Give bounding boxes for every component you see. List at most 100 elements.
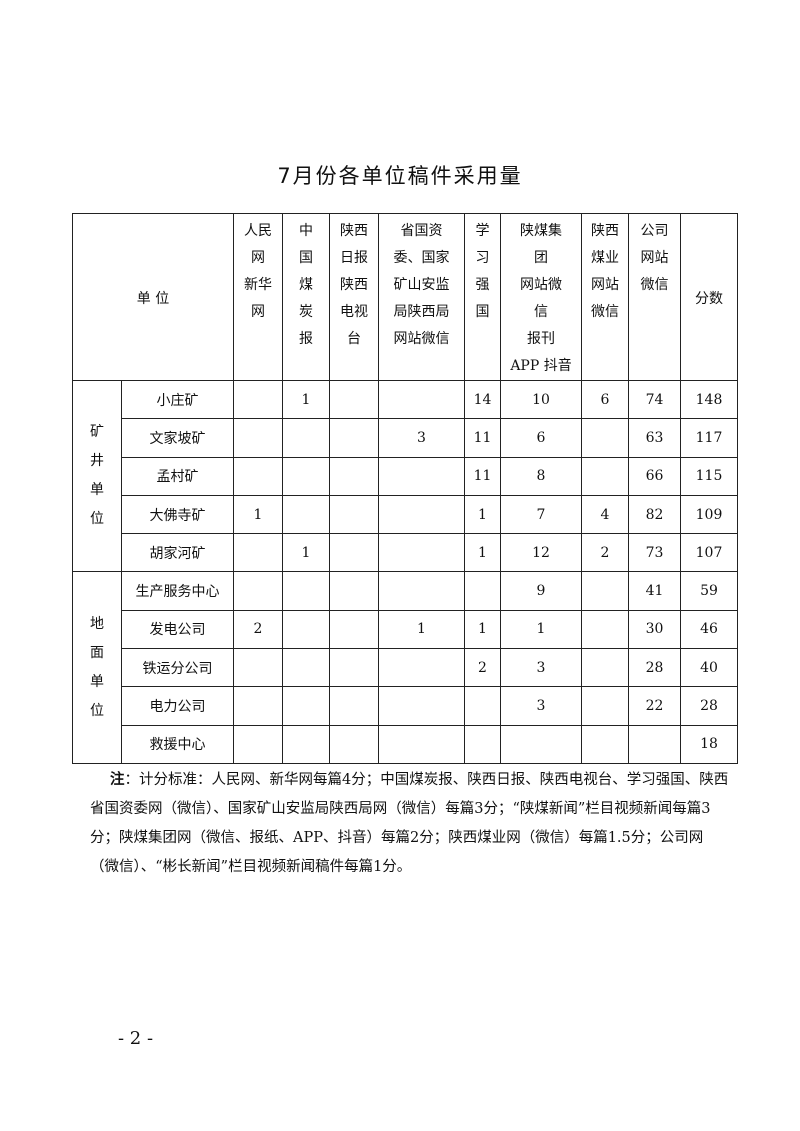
count-cell — [378, 724, 466, 764]
table-row: 文家坡矿 3 11 6 63 117 — [73, 418, 739, 458]
table-row: 救援中心 18 — [73, 724, 739, 764]
group-label-char: 位 — [90, 511, 104, 528]
count-cell — [378, 648, 466, 688]
group-label-char: 井 — [90, 453, 104, 470]
column-header-line: 网站微信 — [393, 331, 450, 347]
column-header: 学习强国 — [464, 213, 502, 381]
table-row: 电力公司 3 22 28 — [73, 686, 739, 726]
note-label: 注 — [110, 772, 125, 788]
group-label-char: 单 — [90, 673, 104, 690]
count-cell — [329, 418, 380, 458]
column-header-line: 习 — [475, 250, 490, 266]
count-cell: 63 — [628, 418, 682, 458]
count-cell — [378, 379, 466, 420]
column-header-line: 陕煤集 — [520, 223, 563, 239]
count-cell — [233, 724, 284, 764]
count-cell: 1 — [282, 379, 331, 420]
count-cell: 4 — [581, 494, 630, 535]
column-header-line: 中 — [299, 223, 314, 239]
column-header-line: 日报 — [340, 250, 369, 266]
count-cell — [282, 609, 331, 650]
count-cell: 2 — [464, 648, 502, 688]
count-cell: 11 — [464, 456, 502, 496]
table-row: 发电公司 2 1 1 1 30 46 — [73, 609, 739, 650]
column-header-line: 新华 — [244, 277, 273, 293]
count-cell — [282, 418, 331, 458]
unit-name: 胡家河矿 — [120, 533, 235, 573]
count-cell — [329, 686, 380, 726]
table-row: 胡家河矿 1 1 12 2 73 107 — [73, 533, 739, 573]
count-cell — [378, 571, 466, 611]
score-cell: 109 — [680, 494, 739, 535]
count-cell — [282, 456, 331, 496]
group-label-char: 矿 — [90, 424, 104, 441]
count-cell — [581, 418, 630, 458]
unit-name: 发电公司 — [120, 609, 235, 650]
score-cell: 107 — [680, 533, 739, 573]
count-cell: 8 — [500, 456, 583, 496]
column-header-line: 炭 — [299, 304, 314, 320]
count-cell — [628, 724, 682, 764]
score-cell: 40 — [680, 648, 739, 688]
count-cell — [329, 456, 380, 496]
count-cell: 1 — [464, 609, 502, 650]
count-cell: 2 — [233, 609, 284, 650]
column-header-line: 学 — [475, 223, 490, 239]
score-header: 分数 — [680, 213, 739, 381]
count-cell: 1 — [464, 494, 502, 535]
table-row: 矿井单位小庄矿 1 14 10 6 74 148 — [72, 379, 739, 573]
count-cell — [233, 418, 284, 458]
count-cell: 2 — [581, 533, 630, 573]
unit-name: 小庄矿 — [120, 379, 235, 420]
count-cell: 3 — [500, 648, 583, 688]
unit-name: 生产服务中心 — [120, 571, 235, 611]
column-header-line: 信 — [534, 304, 549, 320]
count-cell — [378, 456, 466, 496]
count-cell — [329, 724, 380, 764]
score-cell: 148 — [680, 379, 739, 420]
count-cell — [464, 686, 502, 726]
count-cell: 28 — [628, 648, 682, 688]
column-header-line: 网站微 — [520, 277, 563, 293]
count-cell — [464, 724, 502, 764]
column-header-line: 台 — [347, 331, 362, 347]
column-header-line: 报刊 — [527, 331, 556, 347]
count-cell: 14 — [464, 379, 502, 420]
score-cell: 18 — [680, 724, 739, 764]
column-header-line: 陕西 — [591, 223, 620, 239]
column-header: 陕西 煤业 网站 微信 — [581, 213, 630, 381]
count-cell: 9 — [500, 571, 583, 611]
group-label-char: 面 — [90, 644, 104, 661]
unit-name: 大佛寺矿 — [120, 494, 235, 535]
count-cell — [329, 533, 380, 573]
count-cell: 22 — [628, 686, 682, 726]
unit-name: 孟村矿 — [120, 456, 235, 496]
note-text: ：计分标准：人民网、新华网每篇4分；中国煤炭报、陕西日报、陕西电视台、学习强国、… — [90, 772, 729, 875]
count-cell — [233, 533, 284, 573]
column-header-line: 矿山安监 — [393, 277, 450, 293]
score-cell: 46 — [680, 609, 739, 650]
column-header-line: 网站 — [640, 250, 669, 266]
score-cell: 115 — [680, 456, 739, 496]
score-cell: 28 — [680, 686, 739, 726]
count-cell — [378, 494, 466, 535]
column-header-line: 煤业 — [591, 250, 620, 266]
column-header-line: 网站 — [591, 277, 620, 293]
count-cell — [282, 648, 331, 688]
column-header-line: 国 — [475, 304, 490, 320]
column-header-line: 省国资 — [400, 223, 443, 239]
group-label-char: 位 — [90, 702, 104, 719]
count-cell — [329, 494, 380, 535]
count-cell: 7 — [500, 494, 583, 535]
page-number: - 2 - — [118, 1028, 154, 1049]
group-label-char: 地 — [90, 615, 104, 632]
unit-name: 救援中心 — [120, 724, 235, 764]
count-cell — [233, 379, 284, 420]
column-header-line: 局陕西局 — [393, 304, 450, 320]
page-title: 7月份各单位稿件采用量 — [277, 164, 523, 188]
column-header-line: 人民 — [244, 223, 273, 239]
count-cell — [233, 686, 284, 726]
count-cell: 11 — [464, 418, 502, 458]
count-cell: 82 — [628, 494, 682, 535]
count-cell: 12 — [500, 533, 583, 573]
